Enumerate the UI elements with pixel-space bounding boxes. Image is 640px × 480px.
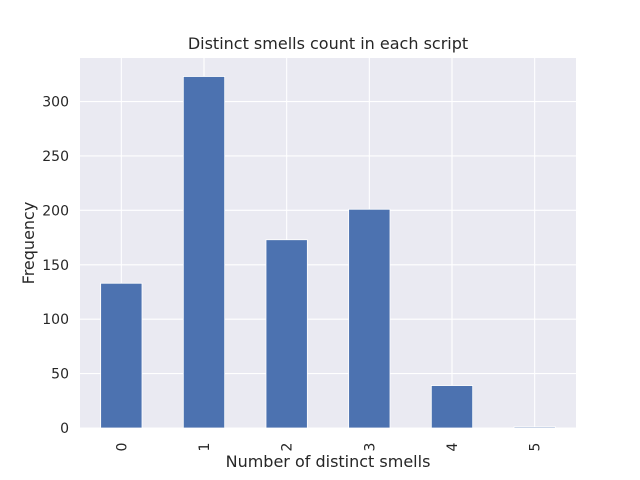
x-tick-label: 5 bbox=[528, 443, 544, 452]
y-tick-label: 100 bbox=[42, 312, 69, 328]
y-tick-label: 150 bbox=[42, 258, 69, 274]
x-tick-label: 0 bbox=[114, 443, 130, 452]
y-axis-label: Frequency bbox=[19, 202, 38, 285]
y-tick-label: 300 bbox=[42, 95, 69, 111]
y-tick-label: 50 bbox=[51, 367, 69, 383]
x-tick-label: 2 bbox=[280, 443, 296, 452]
chart-title: Distinct smells count in each script bbox=[188, 34, 468, 53]
x-axis-label: Number of distinct smells bbox=[226, 452, 431, 471]
y-tick-label: 250 bbox=[42, 149, 69, 165]
x-tick-label: 3 bbox=[362, 443, 378, 452]
bar-4 bbox=[431, 386, 472, 428]
x-tick-label: 1 bbox=[197, 443, 213, 452]
bar-2 bbox=[266, 240, 307, 428]
plot-background bbox=[80, 58, 576, 428]
x-tick-labels: 0 1 2 3 4 5 bbox=[114, 442, 543, 451]
bar-3 bbox=[349, 209, 390, 428]
bar-0 bbox=[101, 283, 142, 428]
x-tick-label: 4 bbox=[445, 442, 461, 451]
y-tick-label: 200 bbox=[42, 203, 69, 219]
bar-5 bbox=[514, 427, 555, 428]
bar-1 bbox=[183, 77, 224, 429]
y-tick-labels: 0 50 100 150 200 250 300 bbox=[42, 95, 69, 437]
y-tick-label: 0 bbox=[60, 421, 69, 437]
